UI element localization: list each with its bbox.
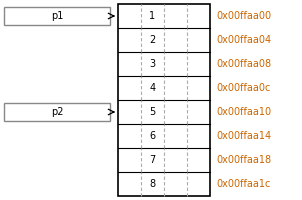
Text: 3: 3 — [149, 59, 156, 69]
Text: 8: 8 — [149, 179, 156, 189]
Text: 0x00ffaa0c: 0x00ffaa0c — [216, 83, 270, 93]
Text: 0x00ffaa08: 0x00ffaa08 — [216, 59, 271, 69]
Text: 1: 1 — [149, 11, 156, 21]
Bar — [118, 4, 210, 196]
Text: p1: p1 — [51, 11, 63, 21]
Text: 0x00ffaa10: 0x00ffaa10 — [216, 107, 271, 117]
Text: 0x00ffaa18: 0x00ffaa18 — [216, 155, 271, 165]
Text: 2: 2 — [149, 35, 156, 45]
Text: p2: p2 — [51, 107, 63, 117]
Text: 0x00ffaa14: 0x00ffaa14 — [216, 131, 271, 141]
Text: 0x00ffaa04: 0x00ffaa04 — [216, 35, 271, 45]
Text: 6: 6 — [149, 131, 156, 141]
Text: 7: 7 — [149, 155, 156, 165]
Text: 0x00ffaa00: 0x00ffaa00 — [216, 11, 271, 21]
Bar — [4, 7, 110, 25]
Text: 0x00ffaa1c: 0x00ffaa1c — [216, 179, 270, 189]
Text: 4: 4 — [149, 83, 156, 93]
Text: 5: 5 — [149, 107, 156, 117]
Bar — [4, 103, 110, 121]
